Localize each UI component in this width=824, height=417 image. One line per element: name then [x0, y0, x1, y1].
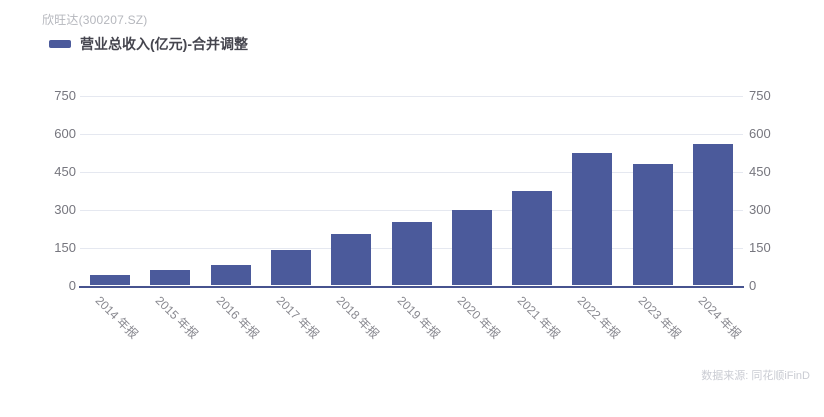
- y-axis-tick-left: 750: [54, 87, 76, 103]
- legend-marker-icon: [49, 40, 71, 48]
- gridline: [80, 209, 743, 211]
- x-axis-label: 2018 年报: [333, 293, 383, 342]
- bar-2024[interactable]: [692, 143, 733, 286]
- y-axis-tick-left: 450: [54, 163, 76, 179]
- x-axis-label: 2021 年报: [514, 293, 563, 342]
- bar-2018[interactable]: [331, 234, 372, 286]
- bar-2016[interactable]: [210, 265, 251, 286]
- x-axis-label: 2023 年报: [635, 293, 684, 342]
- bar-2014[interactable]: [90, 274, 131, 286]
- y-axis-tick-left: 600: [54, 125, 76, 141]
- x-axis-label: 2019 年报: [394, 293, 443, 342]
- x-axis-label: 2017 年报: [273, 293, 322, 342]
- y-axis-tick-right: 300: [749, 201, 771, 217]
- x-axis-label: 2015 年报: [153, 293, 202, 342]
- y-axis-tick-right: 0: [749, 277, 757, 293]
- bar-2021[interactable]: [512, 190, 553, 286]
- bar-2017[interactable]: [270, 250, 311, 286]
- gridline: [80, 171, 743, 173]
- data-source: 数据来源: 同花顺iFinD: [701, 370, 810, 382]
- y-axis-tick-right: 750: [749, 87, 771, 103]
- y-axis-tick-left: 0: [68, 277, 76, 293]
- chart-title: 欣旺达(300207.SZ): [42, 13, 148, 27]
- y-axis-tick-right: 150: [749, 239, 771, 255]
- legend-label: 营业总收入(亿元)-合并调整: [80, 36, 248, 52]
- x-axis-label: 2024 年报: [695, 293, 744, 342]
- bar-2019[interactable]: [391, 221, 432, 286]
- y-axis-tick-left: 300: [54, 201, 76, 217]
- bar-2022[interactable]: [572, 153, 613, 286]
- bar-2023[interactable]: [632, 164, 673, 286]
- legend-item[interactable]: 营业总收入(亿元)-合并调整: [49, 34, 248, 54]
- x-axis-label: 2016 年报: [213, 293, 262, 342]
- bar-2015[interactable]: [150, 269, 191, 286]
- bar-2020[interactable]: [451, 210, 492, 286]
- y-axis-tick-left: 150: [54, 239, 76, 255]
- x-axis-label: 2022 年报: [574, 293, 624, 342]
- y-axis-tick-right: 600: [749, 125, 771, 141]
- gridline: [80, 133, 743, 135]
- x-axis-label: 2020 年报: [454, 293, 503, 342]
- gridline: [80, 95, 743, 97]
- x-axis-label: 2014 年报: [92, 293, 141, 342]
- x-axis-line: [79, 285, 744, 288]
- y-axis-tick-right: 450: [749, 163, 771, 179]
